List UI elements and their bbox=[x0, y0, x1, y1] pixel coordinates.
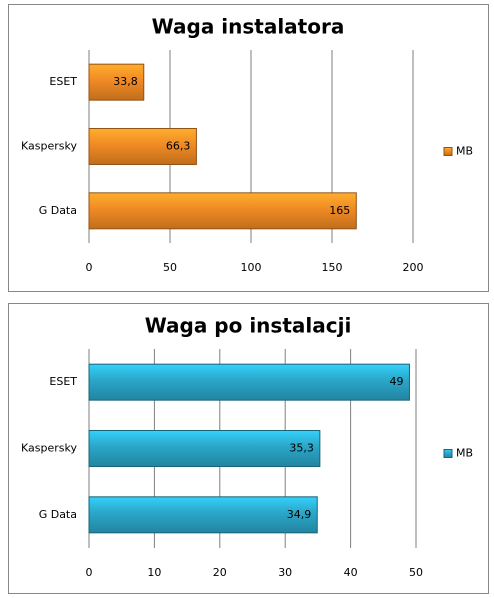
x-tick-label: 20 bbox=[213, 566, 227, 579]
bar bbox=[88, 192, 357, 230]
chart-title: Waga po instalacji bbox=[145, 314, 352, 338]
x-tick-label: 50 bbox=[163, 261, 177, 274]
y-tick-label: ESET bbox=[49, 375, 77, 388]
x-tick-label: 40 bbox=[344, 566, 358, 579]
y-tick-label: Kaspersky bbox=[21, 140, 77, 153]
y-tick-label: G Data bbox=[39, 508, 77, 521]
bar bbox=[88, 496, 318, 534]
bar bbox=[88, 128, 197, 165]
y-tick-label: Kaspersky bbox=[21, 442, 77, 455]
x-tick-label: 200 bbox=[403, 261, 424, 274]
data-label: 66,3 bbox=[166, 140, 191, 153]
chart-frame bbox=[8, 4, 489, 292]
x-tick-label: 0 bbox=[86, 566, 93, 579]
data-label: 35,3 bbox=[289, 442, 314, 455]
data-label: 49 bbox=[389, 375, 403, 388]
x-tick-label: 10 bbox=[147, 566, 161, 579]
x-tick-label: 150 bbox=[322, 261, 343, 274]
legend-label: MB bbox=[456, 145, 473, 158]
x-tick-label: 100 bbox=[241, 261, 262, 274]
x-tick-label: 0 bbox=[86, 261, 93, 274]
bar bbox=[88, 63, 145, 101]
legend-swatch bbox=[443, 147, 453, 156]
legend-label: MB bbox=[456, 447, 473, 460]
bar bbox=[88, 430, 321, 467]
legend-swatch bbox=[443, 449, 453, 458]
x-tick-label: 30 bbox=[278, 566, 292, 579]
chart-title: Waga instalatora bbox=[152, 15, 345, 39]
x-tick-label: 50 bbox=[409, 566, 423, 579]
data-label: 165 bbox=[329, 204, 350, 217]
bar bbox=[88, 363, 410, 401]
y-tick-label: G Data bbox=[39, 204, 77, 217]
y-tick-label: ESET bbox=[49, 75, 77, 88]
data-label: 33,8 bbox=[113, 75, 138, 88]
data-label: 34,9 bbox=[287, 508, 312, 521]
